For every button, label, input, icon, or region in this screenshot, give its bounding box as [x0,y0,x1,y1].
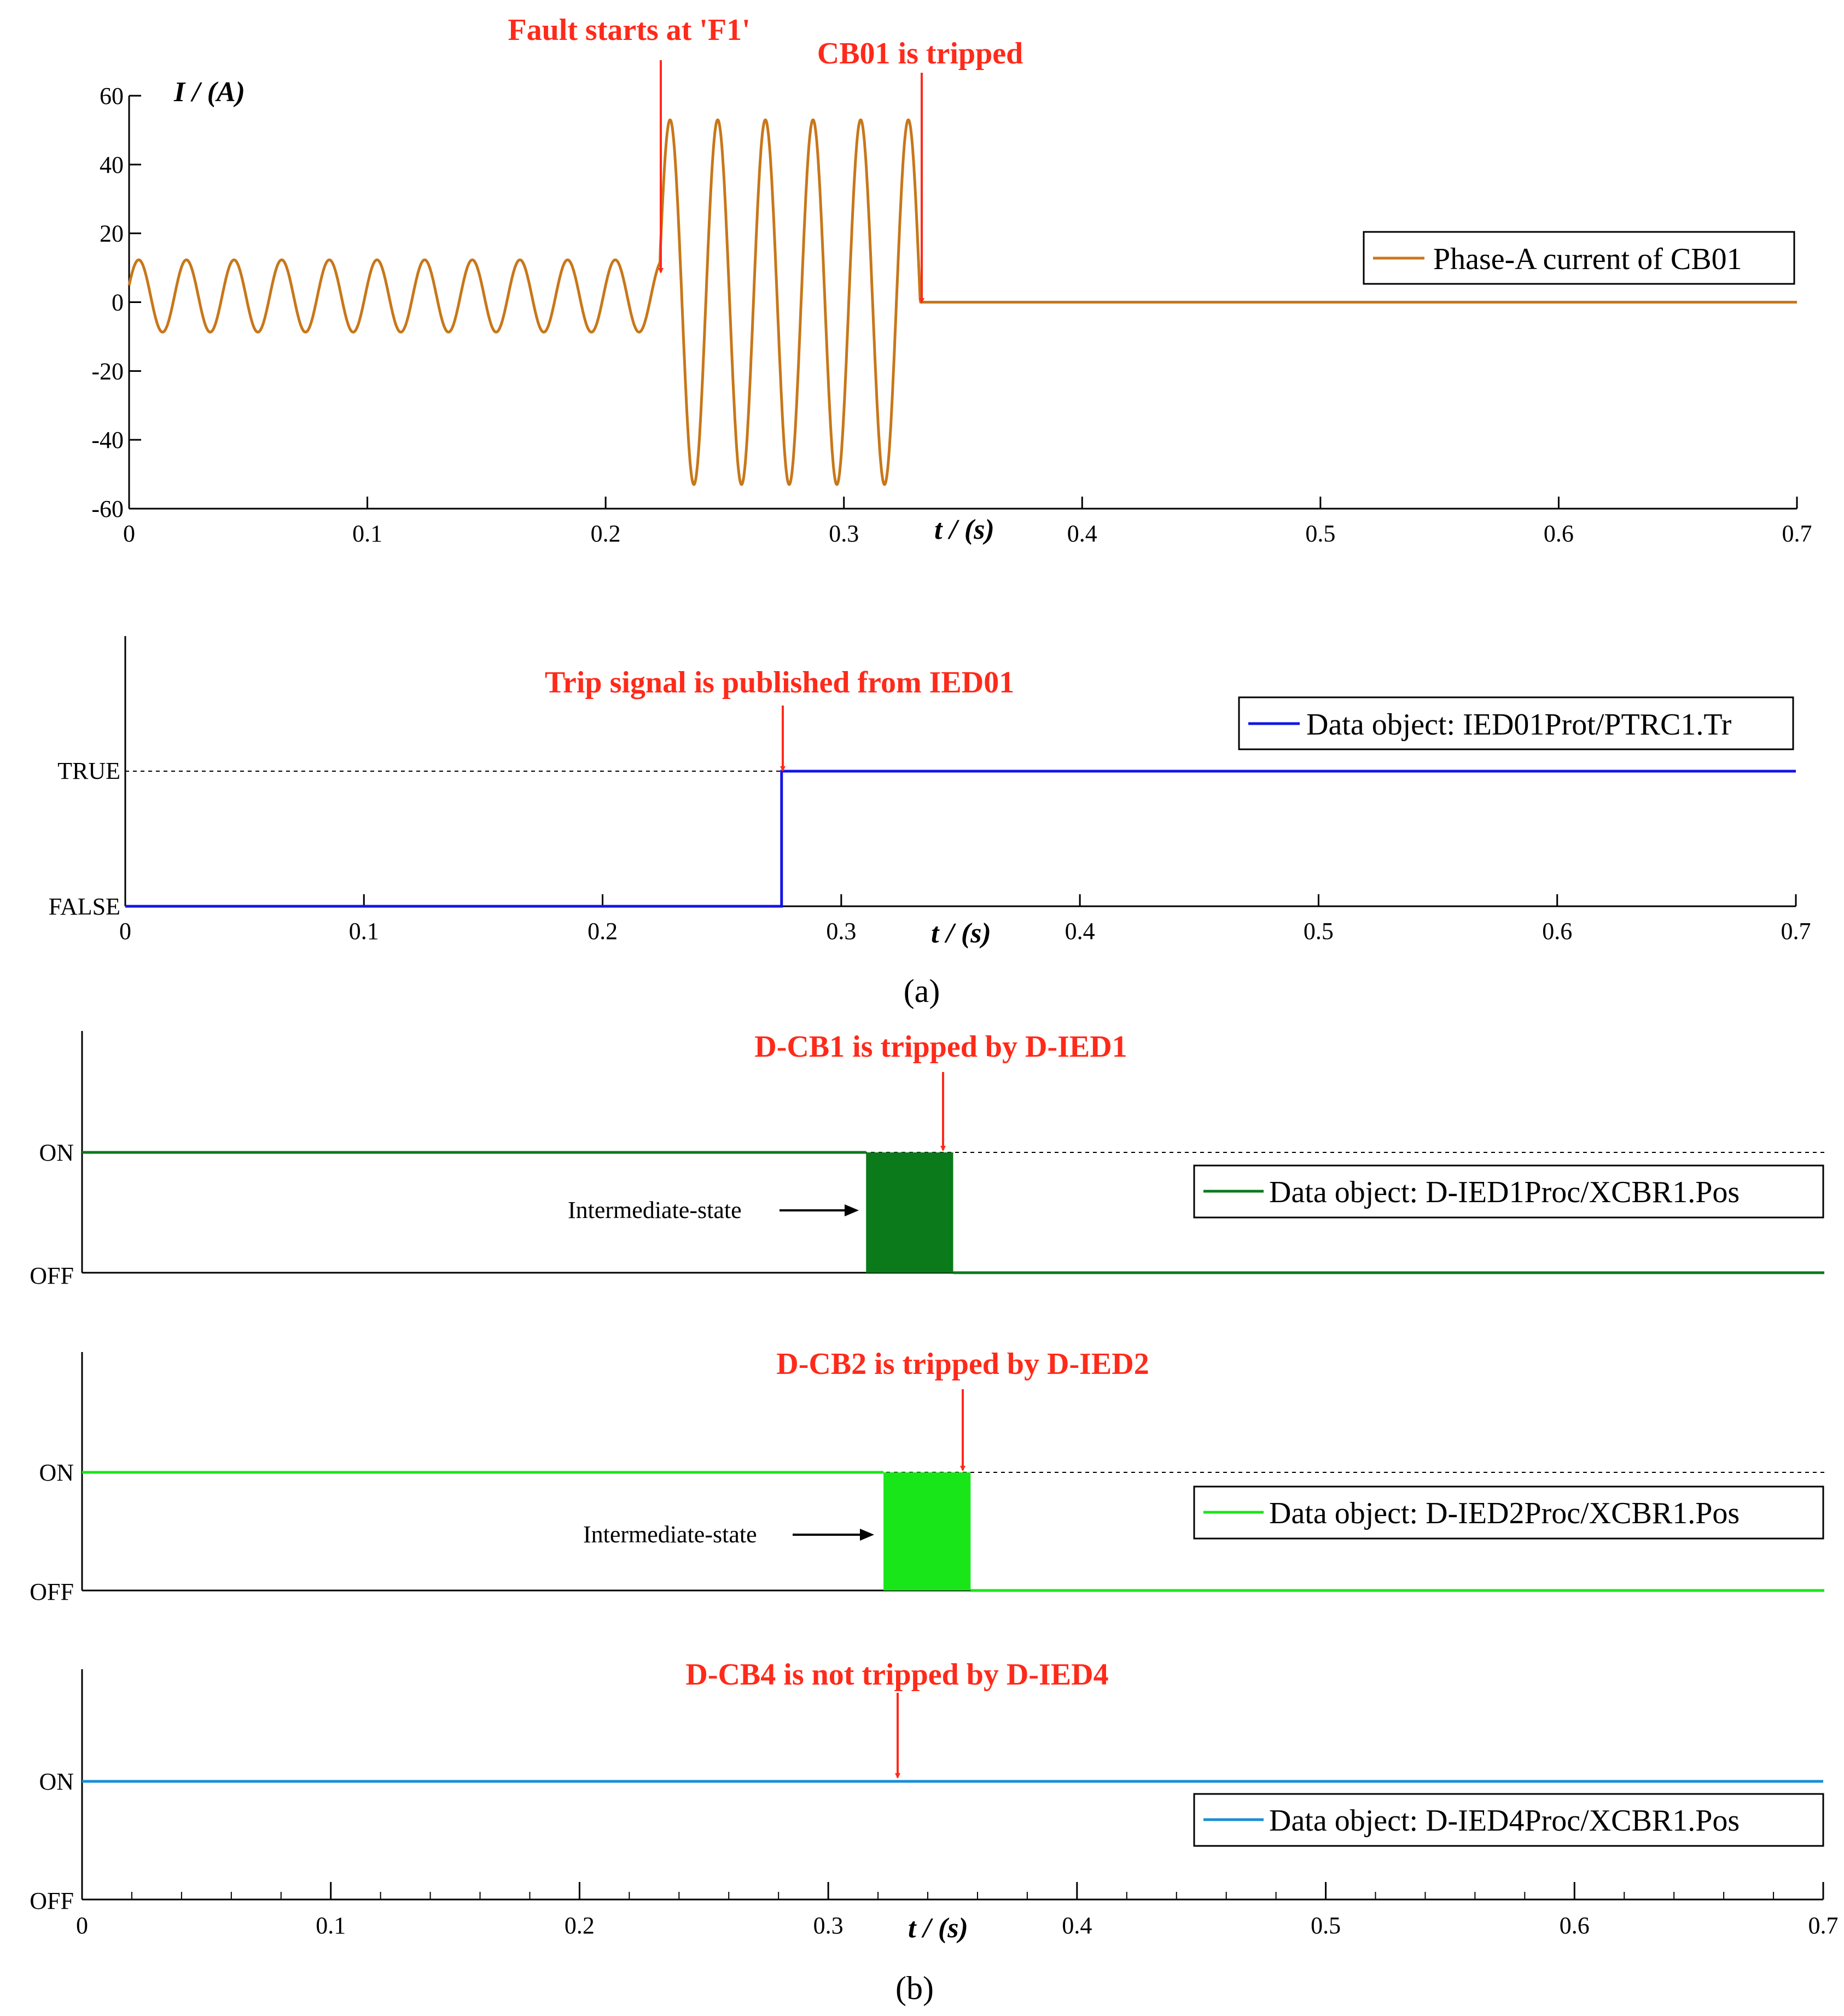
y-tick-off: OFF [30,1262,74,1289]
legend: Data object: D-IED4Proc/XCBR1.Pos [1193,1793,1824,1847]
annotation-trip-signal: Trip signal is published from IED01 [545,666,1014,700]
x-tick-label: 0.1 [349,918,379,945]
legend-label: Data object: D-IED1Proc/XCBR1.Pos [1269,1175,1740,1209]
annotation-dcb1: D-CB1 is tripped by D-IED1 [754,1030,1127,1064]
caption-b: (b) [895,1970,934,2006]
annotation-dcb2: D-CB2 is tripped by D-IED2 [776,1347,1149,1381]
y-tick-on: ON [39,1768,74,1795]
x-tick-label: 0.4 [1065,918,1095,945]
intermediate-state-block [883,1472,971,1590]
legend: Phase-A current of CB01 [1363,231,1795,285]
y-tick-label: 60 [100,83,124,109]
caption-a: (a) [904,973,940,1009]
legend-label: Data object: D-IED4Proc/XCBR1.Pos [1269,1804,1740,1838]
x-tick-label: 0.1 [316,1912,346,1939]
y-tick-false: FALSE [49,893,120,920]
panel-dcb4: 0 0.1 0.2 0.3 0.4 0.5 0.6 0.7 ON OFF t / (s) Da… [30,1658,1838,1944]
x-ticks: 0 0.1 0.2 0.3 0.4 0.5 0.6 0.7 [119,894,1811,945]
legend: Data object: IED01Prot/PTRC1.Tr [1238,696,1794,750]
x-ticks: 0 0.1 0.2 0.3 0.4 0.5 0.6 0.7 [76,1882,1839,1939]
x-tick-label: 0.5 [1305,520,1335,547]
x-tick-label: 0 [76,1912,88,1939]
x-axis-title: t / (s) [908,1913,968,1944]
x-tick-label: 0 [119,918,131,945]
x-axis-title: t / (s) [931,918,991,949]
x-tick-label: 0.2 [591,520,621,547]
x-tick-label: 0.2 [565,1912,595,1939]
intermediate-state-arrowhead [860,1529,874,1541]
panel-current: 0 0.1 0.2 0.3 0.4 0.5 0.6 0.7 -60-40-200204060 … [91,13,1812,547]
legend-label: Data object: D-IED2Proc/XCBR1.Pos [1269,1496,1740,1530]
y-tick-label: 20 [100,220,124,247]
y-tick-on: ON [39,1459,74,1486]
legend-label: Phase-A current of CB01 [1433,242,1742,276]
x-tick-label: 0.5 [1311,1912,1341,1939]
x-tick-label: 0.2 [587,918,618,945]
panel-dcb1: ON OFF Data object: D-IED1Proc/XCBR1.Pos… [30,1030,1824,1289]
trip-signal-series-line [125,770,1796,908]
x-tick-label: 0.4 [1067,520,1097,547]
x-axis-title: t / (s) [934,514,994,545]
x-tick-label: 0.7 [1808,1912,1839,1939]
y-tick-label: 0 [112,289,124,316]
legend: Data object: D-IED2Proc/XCBR1.Pos [1193,1485,1824,1540]
y-tick-on: ON [39,1139,74,1166]
x-tick-label: 0 [123,520,135,547]
x-tick-label: 0.3 [829,520,859,547]
panel-trip-signal: 0 0.1 0.2 0.3 0.4 0.5 0.6 0.7 TRUE FALSE t / (s… [49,636,1811,949]
y-ticks: -60 -40 -20 0 20 40 60 [91,83,141,522]
x-tick-label: 0.3 [813,1912,844,1939]
intermediate-state-arrowhead [845,1204,859,1216]
intermediate-state-block [866,1152,953,1273]
x-tick-label: 0.4 [1062,1912,1092,1939]
annotation-trip: CB01 is tripped [817,37,1023,71]
x-tick-label: 0.7 [1781,918,1811,945]
y-tick-label: 40 [100,152,124,178]
intermediate-state-label: Intermediate-state [568,1197,742,1223]
x-tick-label: 0.7 [1782,520,1812,547]
x-tick-label: 0.1 [352,520,382,547]
x-ticks: 0 0.1 0.2 0.3 0.4 0.5 0.6 0.7 [123,497,1812,547]
x-tick-label: 0.3 [826,918,856,945]
current-series-line [127,118,1798,486]
y-tick-off: OFF [30,1887,74,1914]
y-tick-true: TRUE [57,758,120,784]
annotation-fault: Fault starts at 'F1' [508,13,750,47]
y-tick-label: -20 [91,358,124,384]
y-tick-label: -60 [91,496,124,522]
y-tick-label: -40 [91,427,124,453]
panel-dcb2: ON OFF Data object: D-IED2Proc/XCBR1.Pos… [30,1347,1824,1605]
x-tick-label: 0.6 [1560,1912,1590,1939]
legend: Data object: D-IED1Proc/XCBR1.Pos [1193,1164,1824,1219]
x-tick-label: 0.5 [1304,918,1334,945]
y-axis-title: I / (A) [173,77,245,108]
x-tick-label: 0.6 [1542,918,1572,945]
intermediate-state-label: Intermediate-state [583,1521,757,1548]
legend-label: Data object: IED01Prot/PTRC1.Tr [1306,708,1732,742]
y-tick-off: OFF [30,1578,74,1605]
x-tick-label: 0.6 [1544,520,1574,547]
annotation-dcb4: D-CB4 is not tripped by D-IED4 [685,1658,1108,1692]
